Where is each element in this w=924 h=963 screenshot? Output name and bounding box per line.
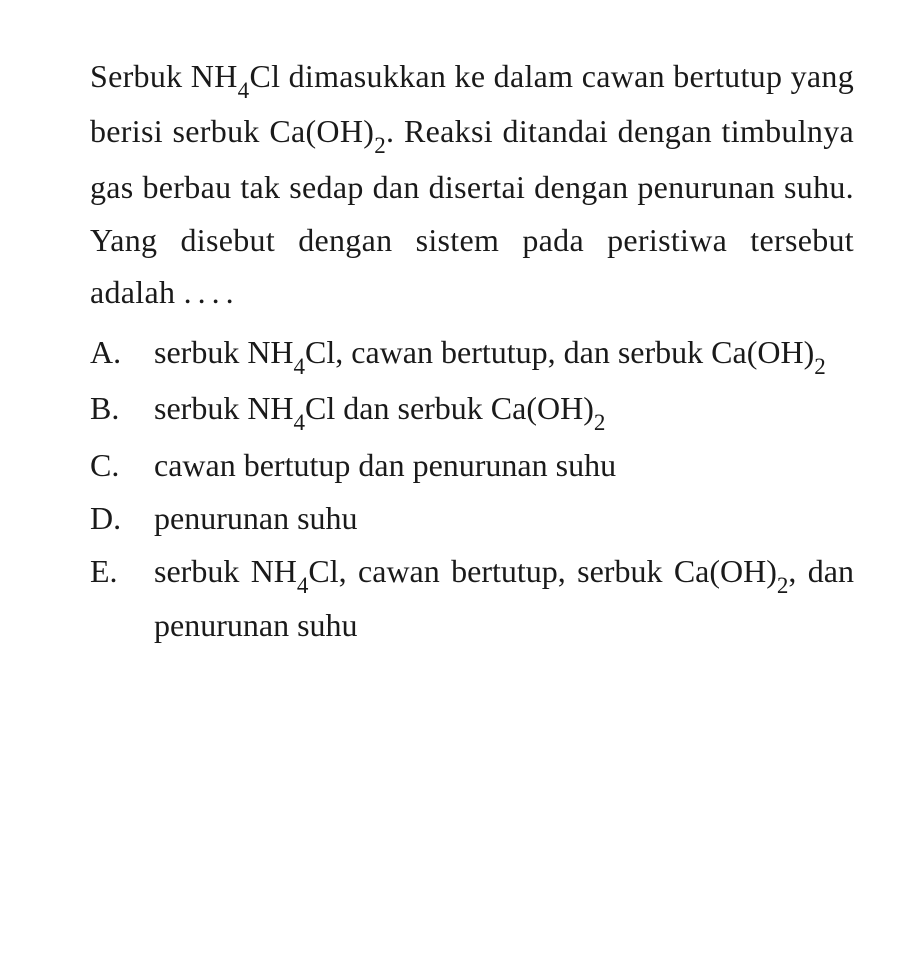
option-e-t1: serbuk NH [154, 553, 297, 589]
option-e-text: serbuk NH4Cl, cawan bertutup, serbuk Ca(… [154, 546, 854, 651]
subscript-2: 2 [814, 353, 826, 379]
subscript-4: 4 [297, 572, 309, 598]
option-c[interactable]: C. cawan bertutup dan penurunan suhu [90, 440, 854, 491]
option-d-letter: D. [90, 493, 154, 544]
question-part-1: Serbuk NH [90, 58, 238, 94]
option-a[interactable]: A. serbuk NH4Cl, cawan bertutup, dan ser… [90, 327, 854, 381]
option-a-text: serbuk NH4Cl, cawan bertutup, dan serbuk… [154, 327, 854, 381]
option-b-letter: B. [90, 383, 154, 437]
subscript-4: 4 [294, 409, 306, 435]
option-c-letter: C. [90, 440, 154, 491]
subscript-2: 2 [374, 132, 386, 158]
question-stem: Serbuk NH4Cl dimasukkan ke dalam cawan b… [90, 50, 854, 319]
option-c-text: cawan bertutup dan penurunan suhu [154, 440, 854, 491]
option-b-t1: serbuk NH [154, 390, 294, 426]
option-a-letter: A. [90, 327, 154, 381]
option-b[interactable]: B. serbuk NH4Cl dan serbuk Ca(OH)2 [90, 383, 854, 437]
option-a-t2: Cl, cawan bertutup, dan serbuk Ca(OH) [305, 334, 814, 370]
subscript-2: 2 [594, 409, 606, 435]
ellipsis: .... [184, 274, 240, 310]
option-a-t1: serbuk NH [154, 334, 294, 370]
subscript-4: 4 [294, 353, 306, 379]
option-d[interactable]: D. penurunan suhu [90, 493, 854, 544]
subscript-2: 2 [777, 572, 789, 598]
option-e-t2: Cl, cawan bertutup, serbuk Ca(OH) [308, 553, 776, 589]
option-b-t2: Cl dan serbuk Ca(OH) [305, 390, 594, 426]
option-e-letter: E. [90, 546, 154, 651]
option-d-text: penurunan suhu [154, 493, 854, 544]
option-b-text: serbuk NH4Cl dan serbuk Ca(OH)2 [154, 383, 854, 437]
option-e[interactable]: E. serbuk NH4Cl, cawan bertutup, serbuk … [90, 546, 854, 651]
options-list: A. serbuk NH4Cl, cawan bertutup, dan ser… [90, 327, 854, 651]
subscript-4: 4 [238, 77, 250, 103]
